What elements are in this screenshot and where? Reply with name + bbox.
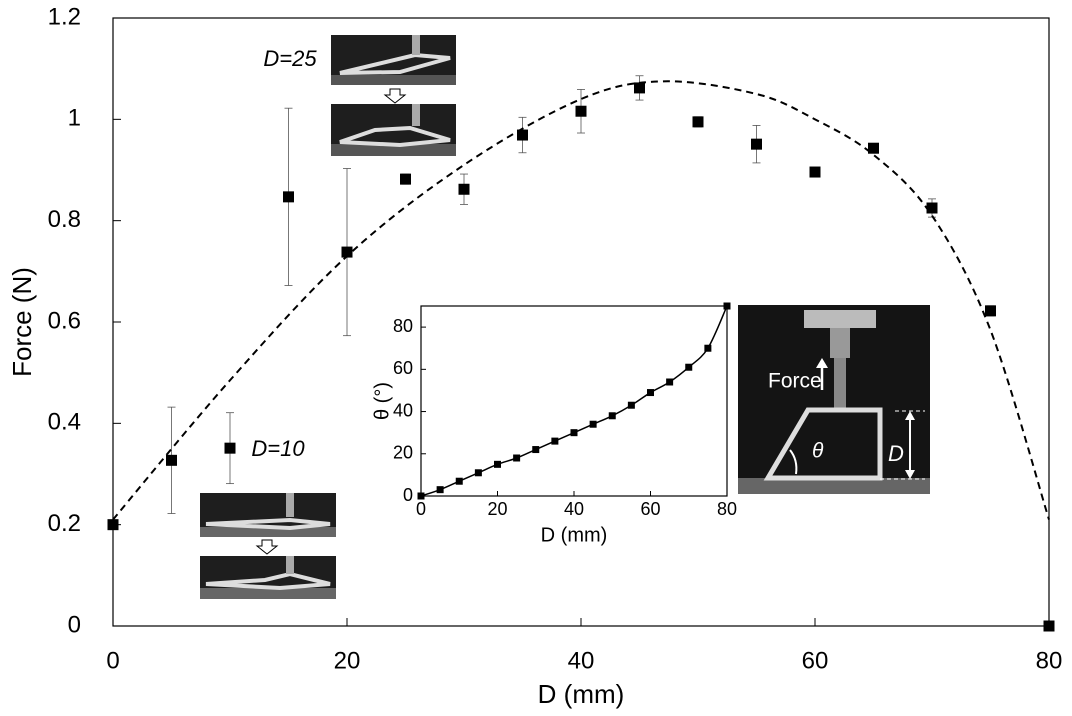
x-tick-label: 80 [1036, 647, 1063, 674]
x-tick-label: 80 [717, 499, 737, 519]
x-axis-label: D (mm) [541, 524, 608, 546]
marker [418, 493, 425, 500]
marker [693, 116, 704, 127]
y-tick-label: 0.8 [48, 206, 81, 233]
y-tick-label: 80 [393, 316, 413, 336]
x-tick-label: 40 [568, 647, 595, 674]
photo-label: D=25 [263, 46, 317, 71]
photo-label: D [888, 441, 904, 466]
x-tick-label: 0 [416, 499, 426, 519]
x-tick-label: 60 [802, 647, 829, 674]
marker [724, 303, 731, 310]
y-tick-label: 0.4 [48, 409, 81, 436]
marker [634, 82, 645, 93]
marker [985, 305, 996, 316]
photo-label: θ [812, 440, 824, 463]
photo-label: Force [768, 370, 822, 393]
y-tick-label: 0.6 [48, 307, 81, 334]
photo-d25 [331, 35, 456, 156]
marker [551, 438, 558, 445]
marker [225, 443, 236, 454]
x-tick-label: 40 [564, 499, 584, 519]
plot-frame [421, 306, 727, 496]
marker [685, 364, 692, 371]
y-tick-label: 1 [68, 105, 81, 132]
marker [108, 519, 119, 530]
marker [751, 139, 762, 150]
y-tick-label: 0 [68, 611, 81, 638]
marker [166, 455, 177, 466]
marker [704, 345, 711, 352]
marker [810, 167, 821, 178]
x-axis-label: D (mm) [538, 679, 625, 709]
marker [666, 379, 673, 386]
marker [494, 461, 501, 468]
y-axis-label: Force (N) [7, 267, 37, 377]
y-axis-label: θ (°) [371, 382, 393, 420]
marker [609, 412, 616, 419]
photo-d10 [200, 493, 336, 599]
marker [647, 389, 654, 396]
marker [400, 174, 411, 185]
marker [576, 106, 587, 117]
x-tick-label: 20 [487, 499, 507, 519]
marker [283, 191, 294, 202]
x-tick-label: 20 [334, 647, 361, 674]
figure: 0 0.2 0.4 0.6 0.8 1 1.2 0 20 40 60 80 D (mm) Force (N… [0, 0, 1072, 716]
marker [571, 429, 578, 436]
marker [459, 184, 470, 195]
marker [513, 455, 520, 462]
photo-label: D=10 [251, 436, 305, 461]
y-tick-label: 0 [403, 485, 413, 505]
marker [1044, 621, 1055, 632]
marker [590, 421, 597, 428]
marker [628, 402, 635, 409]
y-tick-label: 20 [393, 443, 413, 463]
marker [927, 203, 938, 214]
y-tick-label: 60 [393, 358, 413, 378]
marker [475, 469, 482, 476]
marker [437, 486, 444, 493]
y-tick-label: 40 [393, 400, 413, 420]
x-tick-label: 0 [106, 647, 119, 674]
y-tick-label: 0.2 [48, 510, 81, 537]
y-tick-label: 1.2 [48, 3, 81, 30]
marker [532, 446, 539, 453]
marker [456, 478, 463, 485]
x-tick-label: 60 [640, 499, 660, 519]
